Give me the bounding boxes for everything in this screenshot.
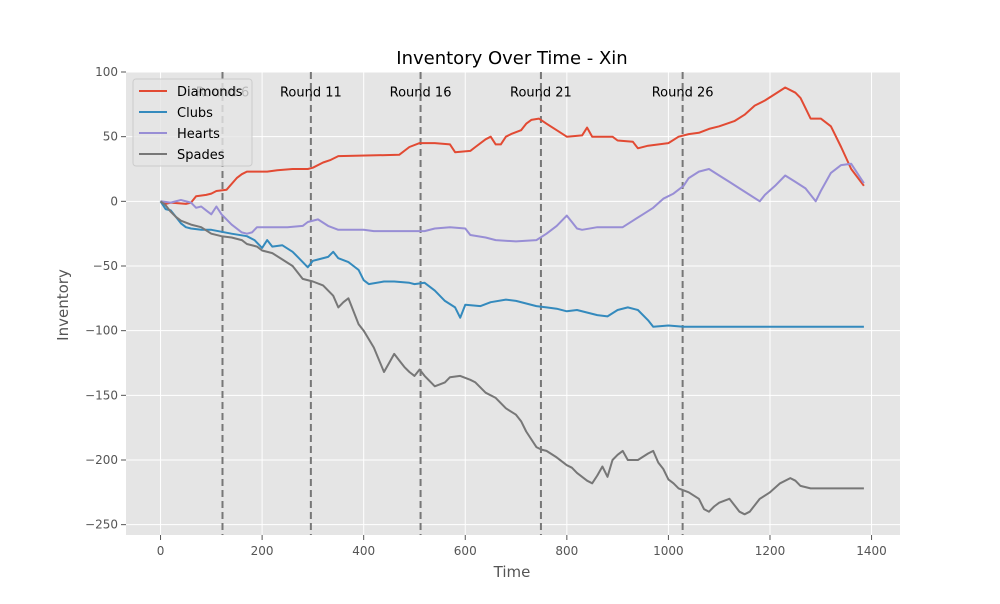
legend-label: Clubs — [177, 106, 213, 121]
legend-box — [132, 78, 253, 167]
y-tick-label: −100 — [85, 324, 118, 338]
x-tick-label: 1200 — [755, 544, 786, 558]
x-tick-label: 1400 — [856, 544, 887, 558]
y-tick-label: −50 — [93, 259, 118, 273]
x-axis-ticks: 0 200 400 600 800 1000 1200 1400 — [157, 535, 887, 558]
plot-background — [126, 72, 900, 535]
round-marker-label: Round 26 — [652, 85, 714, 100]
y-tick-label: −250 — [85, 518, 118, 532]
x-axis-label: Time — [493, 563, 531, 581]
x-tick-label: 0 — [157, 544, 165, 558]
legend: Diamonds Clubs Hearts Spades — [132, 78, 253, 167]
y-tick-label: 0 — [110, 194, 118, 208]
legend-label: Diamonds — [177, 85, 243, 100]
x-tick-label: 600 — [454, 544, 477, 558]
round-marker-label: Round 21 — [510, 85, 572, 100]
chart-title: Inventory Over Time - Xin — [396, 48, 627, 69]
x-tick-label: 400 — [352, 544, 375, 558]
round-marker-label: Round 16 — [390, 85, 452, 100]
x-tick-label: 800 — [555, 544, 578, 558]
x-tick-label: 1000 — [653, 544, 684, 558]
series-line-hearts — [160, 162, 865, 243]
y-tick-label: 100 — [95, 65, 118, 79]
y-tick-label: −150 — [85, 388, 118, 402]
y-tick-label: 50 — [103, 130, 118, 144]
y-axis-ticks: −250 −200 −150 −100 −50 0 50 100 — [85, 65, 126, 532]
legend-label: Spades — [177, 148, 225, 163]
round-marker-label: Round 11 — [280, 85, 342, 100]
legend-label: Hearts — [177, 127, 220, 142]
y-tick-label: −200 — [85, 453, 118, 467]
series-line-diamonds — [160, 86, 865, 205]
y-axis-label: Inventory — [54, 269, 72, 341]
series-line-spades — [159, 200, 864, 516]
grid-lines — [126, 71, 900, 535]
series-lines — [159, 86, 865, 516]
x-tick-label: 200 — [251, 544, 274, 558]
series-line-clubs — [159, 200, 864, 328]
